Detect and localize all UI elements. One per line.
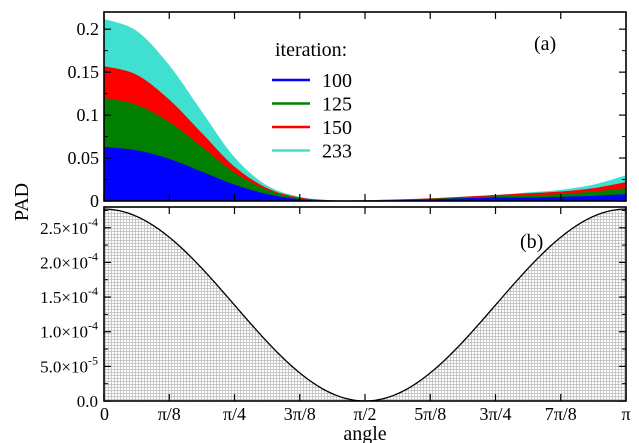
panel-b-curve <box>104 208 626 401</box>
x-tick-label: π/8 <box>158 404 181 424</box>
legend-label-100: 100 <box>322 70 352 92</box>
area-series-125 <box>104 97 626 201</box>
x-tick-label: π/4 <box>223 404 246 424</box>
panel-b: 0.0 5.0×10-5 1.0×10-4 1.5×10-4 2.0×10-4 2.5×1… <box>40 206 631 424</box>
x-axis-label: angle <box>343 423 386 443</box>
y-tick-label: 0.05 <box>68 148 100 168</box>
panel-b-fill-area <box>104 209 626 401</box>
y-tick-label: 2.5×10-4 <box>40 215 98 238</box>
y-tick-label: 0.1 <box>77 105 100 125</box>
y-tick-label: 5.0×10-5 <box>40 353 98 376</box>
y-tick-label: 0.15 <box>68 62 100 82</box>
panel-b-x-ticks: 0 π/8 π/4 3π/8 π/2 5π/8 3π/4 7π/8 π <box>100 207 631 424</box>
y-tick-label: 0.2 <box>77 19 100 39</box>
x-tick-label: π/2 <box>353 404 376 424</box>
legend-label-233: 233 <box>322 141 352 163</box>
legend-label-150: 150 <box>322 117 352 139</box>
x-tick-label: 0 <box>100 404 109 424</box>
area-series-100 <box>104 146 626 201</box>
panel-a-y-ticks: 0 0.05 0.1 0.15 0.2 <box>68 19 626 211</box>
y-tick-label: 1.5×10-4 <box>40 284 98 307</box>
panel-b-label: (b) <box>520 231 543 253</box>
panel-a-x-ticks <box>103 12 627 201</box>
y-tick-label: 2.0×10-4 <box>40 249 98 272</box>
legend-title: iteration: <box>275 39 347 61</box>
x-tick-label: 3π/8 <box>284 404 316 424</box>
y-tick-label: 0 <box>90 191 99 211</box>
x-tick-label: 5π/8 <box>414 404 446 424</box>
x-tick-label: 3π/4 <box>479 404 511 424</box>
y-axis-label: PAD <box>11 183 33 221</box>
panel-a-areas <box>104 18 626 201</box>
x-tick-label: 7π/8 <box>545 404 577 424</box>
y-tick-label: 1.0×10-4 <box>40 319 98 342</box>
panel-a: 0 0.05 0.1 0.15 0.2 (a) iteration: 100125150… <box>68 11 627 211</box>
panel-b-y-ticks: 0.0 5.0×10-5 1.0×10-4 1.5×10-4 2.0×10-4 2.5×1… <box>40 209 626 411</box>
area-series-150 <box>104 66 626 201</box>
y-tick-label: 0.0 <box>77 392 98 411</box>
x-tick-label: π <box>621 404 630 424</box>
panel-a-label: (a) <box>534 33 556 55</box>
legend-label-125: 125 <box>322 94 352 116</box>
